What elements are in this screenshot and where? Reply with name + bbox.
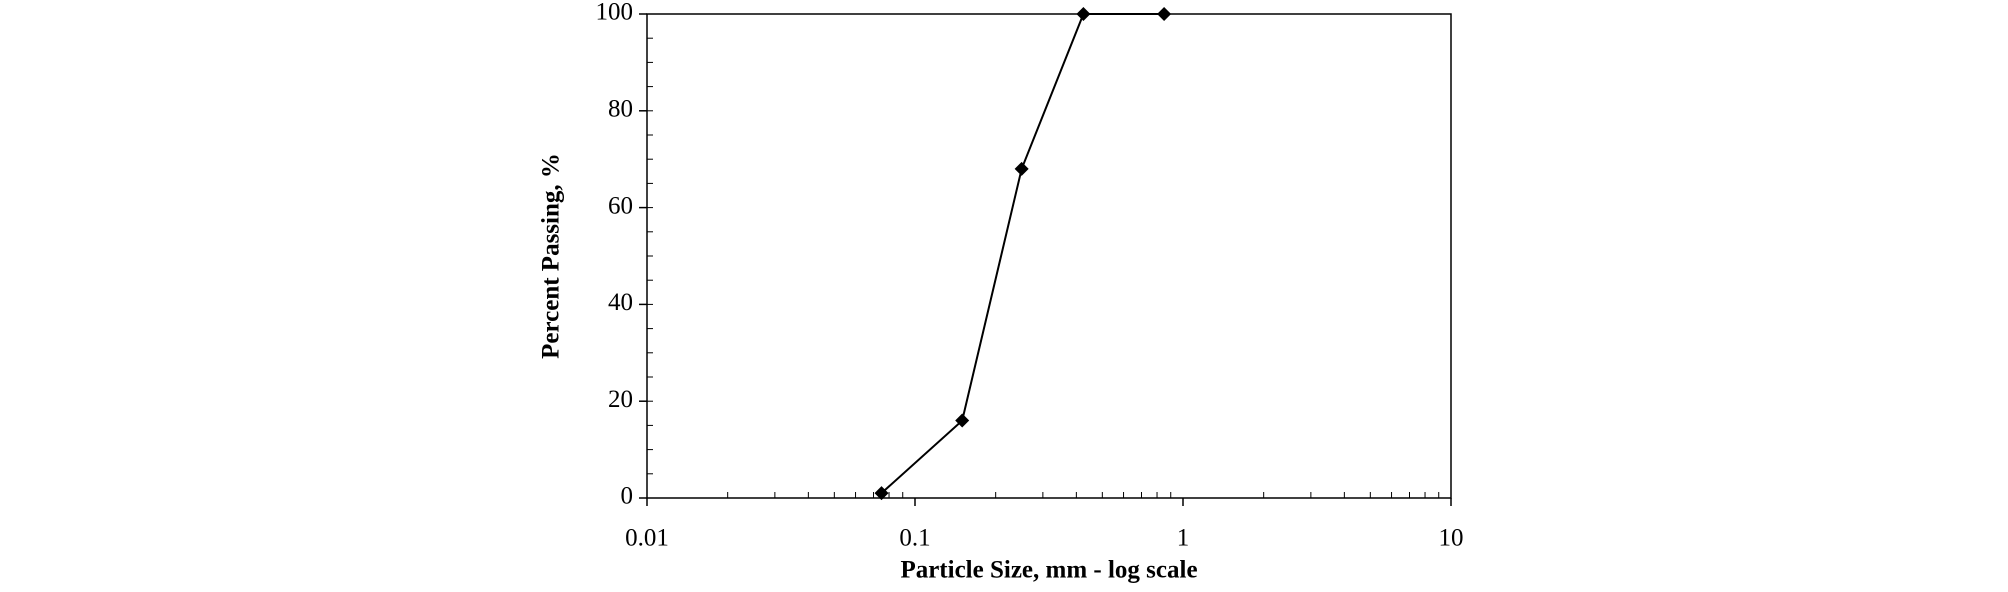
y-tick-label: 60 [608,192,633,219]
plot-frame [646,13,1452,499]
x-axis-title: Particle Size, mm - log scale [900,557,1197,584]
y-tick-label: 0 [621,483,634,510]
y-tick-label: 20 [608,386,633,413]
data-point [1014,161,1029,176]
x-tick-label: 10 [1439,525,1464,552]
x-tick-label: 0.1 [899,525,930,552]
data-point [1157,7,1172,21]
data-point [955,413,970,428]
series-line [880,13,1165,494]
y-axis-title: Percent Passing, % [538,153,565,359]
y-tick-label: 40 [608,289,633,316]
y-tick-label: 80 [608,96,633,123]
x-tick-label: 0.01 [625,525,669,552]
data-point [1076,7,1091,21]
data-point [874,486,889,501]
y-tick-label: 100 [596,0,634,26]
x-tick-label: 1 [1177,525,1190,552]
